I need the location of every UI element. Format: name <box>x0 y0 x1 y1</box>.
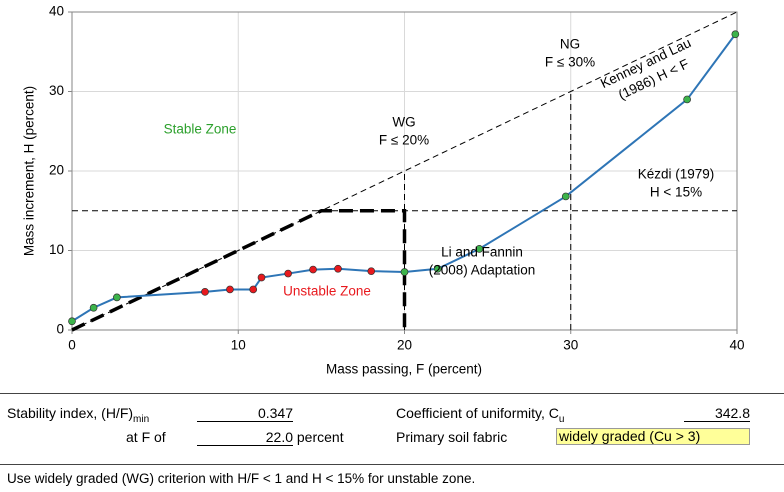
annotation-text: H < 15% <box>650 185 702 200</box>
at-f-unit: percent <box>296 429 344 445</box>
data-point <box>334 264 342 273</box>
data-point <box>731 30 740 39</box>
y-tick-label: 10 <box>49 242 64 257</box>
x-tick-label: 10 <box>231 338 246 353</box>
data-point <box>257 273 266 282</box>
data-point <box>683 95 691 104</box>
data-point <box>284 269 292 278</box>
cu-label: Coefficient of uniformity, Cu <box>396 405 564 425</box>
y-axis-label: Mass increment, H (percent) <box>22 86 37 256</box>
y-tick-label: 20 <box>49 163 64 178</box>
annotation-text: NG <box>560 37 580 52</box>
stability-label: Stability index, (H/F)min <box>7 405 149 425</box>
annotation-text: Li and Fannin <box>441 245 523 260</box>
annotation-text: Kézdi (1979) <box>638 167 715 182</box>
data-point <box>89 303 98 312</box>
series-line <box>71 209 407 332</box>
data-point <box>201 287 209 296</box>
separator <box>0 393 784 394</box>
x-tick-label: 40 <box>729 338 744 353</box>
stability-field: 0.347 <box>197 405 293 422</box>
y-tick-label: 30 <box>49 83 64 98</box>
y-tick-label: 40 <box>49 4 64 19</box>
chart: Mass passing, F (percent) Mass increment… <box>22 4 745 377</box>
at-f-label: at F of <box>126 429 166 445</box>
data-point <box>309 265 317 274</box>
label-sub: u <box>558 413 565 425</box>
data-point <box>433 264 442 273</box>
annotation: Li and Fannin (2008) Adaptation <box>429 245 536 278</box>
data-point <box>68 317 76 326</box>
y-tick-label: 0 <box>56 322 64 337</box>
at-f-field: 22.0 percent <box>197 429 344 446</box>
separator <box>0 464 784 465</box>
x-axis-label: Mass passing, F (percent) <box>326 362 482 377</box>
annotation-text: F ≤ 30% <box>545 55 595 70</box>
series-line <box>71 11 738 331</box>
cu-field: 342.8 <box>684 405 750 422</box>
x-tick-label: 20 <box>397 338 412 353</box>
label-sub: min <box>133 413 150 425</box>
annotation: Unstable Zone <box>283 284 371 299</box>
annotation-text: (2008) Adaptation <box>429 263 536 278</box>
data-point <box>249 285 258 294</box>
data-point <box>561 192 570 201</box>
label-text: Coefficient of uniformity, C <box>396 405 559 421</box>
note: Use widely graded (WG) criterion with H/… <box>7 471 476 486</box>
annotation: Kézdi (1979) H < 15% <box>638 167 715 200</box>
label-text: Stability index, (H/F) <box>7 405 134 421</box>
annotation-text: F ≤ 20% <box>379 133 429 148</box>
x-tick-label: 30 <box>563 338 578 353</box>
annotation-text: Stable Zone <box>164 122 237 137</box>
annotation-text: WG <box>392 115 415 130</box>
data-point <box>226 285 234 294</box>
data-point <box>475 245 484 253</box>
annotation: NG F ≤ 30% <box>545 37 595 70</box>
annotation-text: Unstable Zone <box>283 284 371 299</box>
annotation: WG F ≤ 20% <box>379 115 429 148</box>
x-tick-label: 0 <box>68 338 76 353</box>
cu-value: 342.8 <box>684 405 750 422</box>
data-point <box>367 267 376 276</box>
at-f-value: 22.0 <box>197 429 293 446</box>
data-point <box>400 268 409 276</box>
fabric-label: Primary soil fabric <box>396 429 508 445</box>
annotation: Stable Zone <box>164 122 237 137</box>
data-point <box>113 293 121 302</box>
stability-value: 0.347 <box>197 405 293 422</box>
fabric-value: widely graded (Cu > 3) <box>556 428 750 445</box>
